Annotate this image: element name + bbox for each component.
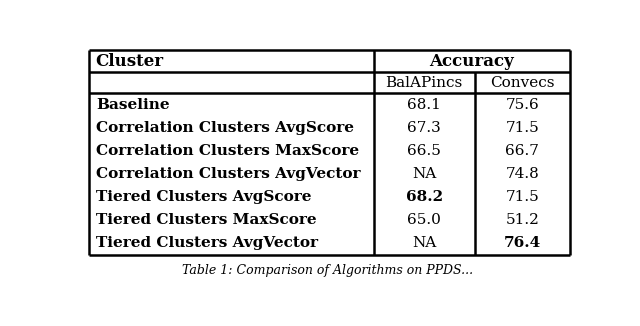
Text: Table 1: Comparison of Algorithms on PPDS...: Table 1: Comparison of Algorithms on PPD… xyxy=(182,263,474,276)
Text: 51.2: 51.2 xyxy=(506,214,540,228)
Text: 74.8: 74.8 xyxy=(506,167,540,181)
Text: Tiered Clusters AvgVector: Tiered Clusters AvgVector xyxy=(97,236,318,250)
Text: 68.1: 68.1 xyxy=(407,98,441,112)
Text: Correlation Clusters AvgScore: Correlation Clusters AvgScore xyxy=(97,121,355,135)
Text: Convecs: Convecs xyxy=(490,76,555,90)
Text: Cluster: Cluster xyxy=(95,53,163,70)
Text: 66.5: 66.5 xyxy=(407,144,441,158)
Text: 75.6: 75.6 xyxy=(506,98,540,112)
Text: Tiered Clusters MaxScore: Tiered Clusters MaxScore xyxy=(97,214,317,228)
Text: Accuracy: Accuracy xyxy=(429,53,514,70)
Text: 76.4: 76.4 xyxy=(504,236,541,250)
Text: 66.7: 66.7 xyxy=(506,144,540,158)
Text: 65.0: 65.0 xyxy=(407,214,441,228)
Text: NA: NA xyxy=(412,167,436,181)
Text: Correlation Clusters MaxScore: Correlation Clusters MaxScore xyxy=(97,144,360,158)
Text: 71.5: 71.5 xyxy=(506,121,540,135)
Text: Baseline: Baseline xyxy=(97,98,170,112)
Text: Tiered Clusters AvgScore: Tiered Clusters AvgScore xyxy=(97,190,312,204)
Text: BalAPincs: BalAPincs xyxy=(385,76,463,90)
Text: 67.3: 67.3 xyxy=(407,121,441,135)
Text: 68.2: 68.2 xyxy=(406,190,443,204)
Text: Correlation Clusters AvgVector: Correlation Clusters AvgVector xyxy=(97,167,361,181)
Text: NA: NA xyxy=(412,236,436,250)
Text: 71.5: 71.5 xyxy=(506,190,540,204)
